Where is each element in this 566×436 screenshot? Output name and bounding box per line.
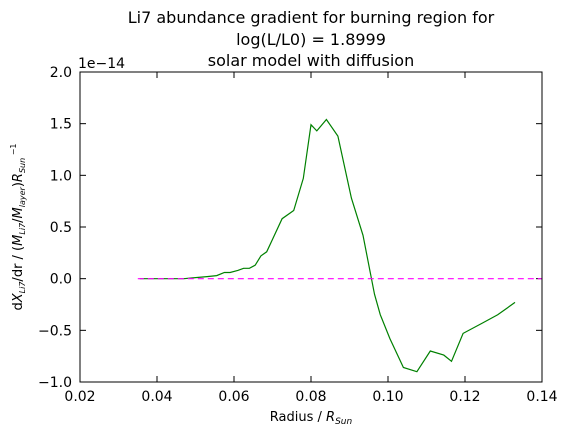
x-axis-label: Radius / RSun xyxy=(270,410,353,427)
y-tick-label: 1.0 xyxy=(50,168,72,184)
y-offset-text: 1e−14 xyxy=(78,56,125,72)
y-axis-label: dXLi7/dr / (MLi7/Mlayer)RSun −1 xyxy=(9,143,27,310)
y-tick-label: −1.0 xyxy=(38,375,72,391)
x-axis-label-sub: Sun xyxy=(335,417,352,427)
plot-frame xyxy=(80,72,542,382)
x-tick-label: 0.12 xyxy=(449,389,480,405)
x-tick-label: 0.02 xyxy=(64,389,95,405)
y-tick-label: 2.0 xyxy=(50,65,72,81)
x-tick-label: 0.14 xyxy=(526,389,557,405)
x-axis-label-text: Radius / xyxy=(270,410,326,425)
y-tick-label: 1.5 xyxy=(50,117,72,133)
x-tick-label: 0.06 xyxy=(218,389,249,405)
x-tick-label: 0.04 xyxy=(141,389,172,405)
y-tick-label: −0.5 xyxy=(38,323,72,339)
x-tick-label: 0.10 xyxy=(372,389,403,405)
x-axis-label-r: R xyxy=(326,410,335,425)
x-tick-label: 0.08 xyxy=(295,389,326,405)
li7-gradient-line xyxy=(140,120,515,372)
y-tick-label: 0.5 xyxy=(50,220,72,236)
y-tick-label: 0.0 xyxy=(50,272,72,288)
